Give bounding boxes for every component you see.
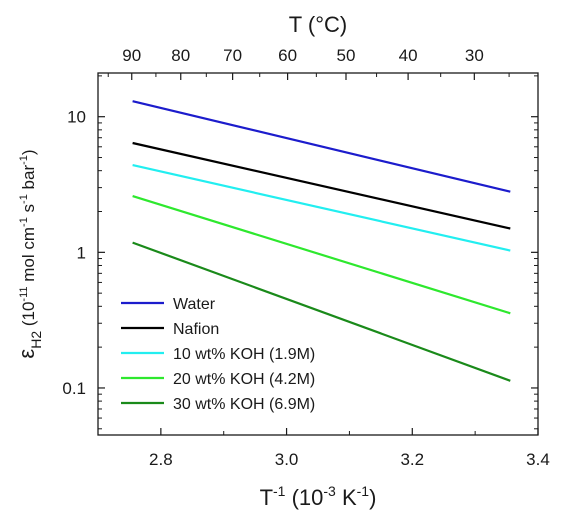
series-line-water bbox=[132, 100, 511, 193]
legend-label: 30 wt% KOH (6.9M) bbox=[173, 396, 315, 413]
x-tick-label: 2.8 bbox=[149, 450, 173, 469]
axis-ticks: 2.8 3.0 3.2 3.4 0.1 1 10 90 80 70 60 50 40 30 bbox=[62, 46, 549, 469]
legend-label: Nafion bbox=[173, 321, 219, 338]
series-line-30-wt-koh-6-9m bbox=[132, 241, 511, 382]
y-tick-label: 0.1 bbox=[62, 379, 86, 398]
legend-label: 10 wt% KOH (1.9M) bbox=[173, 346, 315, 363]
top-tick-label: 80 bbox=[171, 46, 190, 65]
x-tick-label: 3.4 bbox=[526, 450, 550, 469]
y-tick-label: 10 bbox=[67, 108, 86, 127]
top-tick-label: 30 bbox=[465, 46, 484, 65]
x-tick-label: 3.2 bbox=[400, 450, 424, 469]
top-tick-label: 70 bbox=[223, 46, 242, 65]
top-tick-label: 50 bbox=[337, 46, 356, 65]
series-lines bbox=[132, 100, 511, 382]
top-tick-label: 90 bbox=[122, 46, 141, 65]
legend: Water Nafion 10 wt% KOH (1.9M) 20 wt% KOH (… bbox=[121, 296, 315, 413]
x-axis-title: T-1 (10-3 K-1) bbox=[260, 483, 377, 510]
series-line-20-wt-koh-4-2m bbox=[132, 195, 511, 315]
legend-label: Water bbox=[173, 296, 216, 313]
series-line-10-wt-koh-1-9m bbox=[132, 164, 511, 252]
y-axis-title: εH2 (10-11 mol cm-1 s-1 bar-1) bbox=[14, 149, 44, 358]
series-line-nafion bbox=[132, 141, 511, 230]
y-tick-label: 1 bbox=[77, 243, 86, 262]
plot-frame bbox=[97, 72, 539, 436]
legend-label: 20 wt% KOH (4.2M) bbox=[173, 371, 315, 388]
top-tick-label: 40 bbox=[399, 46, 418, 65]
top-axis-title: T (°C) bbox=[289, 12, 348, 37]
top-tick-label: 60 bbox=[278, 46, 297, 65]
x-tick-label: 3.0 bbox=[275, 450, 299, 469]
